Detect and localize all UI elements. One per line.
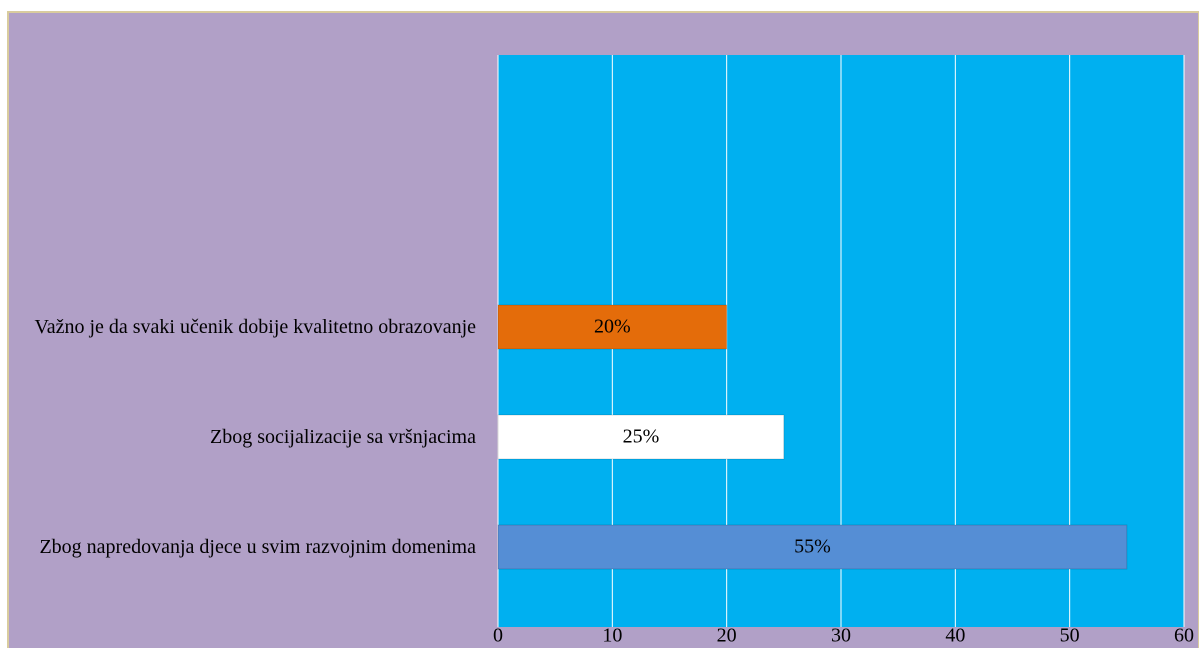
x-tick-label: 20 xyxy=(717,625,737,647)
category-label-box: Zbog socijalizacije sa vršnjacima xyxy=(4,425,476,449)
category-label-box: Zbog napredovanja djece u svim razvojnim… xyxy=(4,535,476,559)
x-tick-label: 0 xyxy=(493,625,503,647)
x-tick-label: 30 xyxy=(831,625,851,647)
category-label-box: Važno je da svaki učenik dobije kvalitet… xyxy=(4,315,476,339)
data-label: 20% xyxy=(594,316,631,338)
category-label: Važno je da svaki učenik dobije kvalitet… xyxy=(34,316,476,338)
category-label: Zbog napredovanja djece u svim razvojnim… xyxy=(39,536,476,558)
category-label: Zbog socijalizacije sa vršnjacima xyxy=(209,426,476,448)
x-tick-label: 60 xyxy=(1174,625,1194,647)
data-label: 55% xyxy=(794,536,831,558)
bar xyxy=(497,524,1128,570)
bar xyxy=(497,304,728,350)
bar xyxy=(497,414,785,460)
data-label: 25% xyxy=(623,426,660,448)
x-tick-label: 50 xyxy=(1060,625,1080,647)
x-tick-label: 40 xyxy=(945,625,965,647)
x-tick-label: 10 xyxy=(602,625,622,647)
